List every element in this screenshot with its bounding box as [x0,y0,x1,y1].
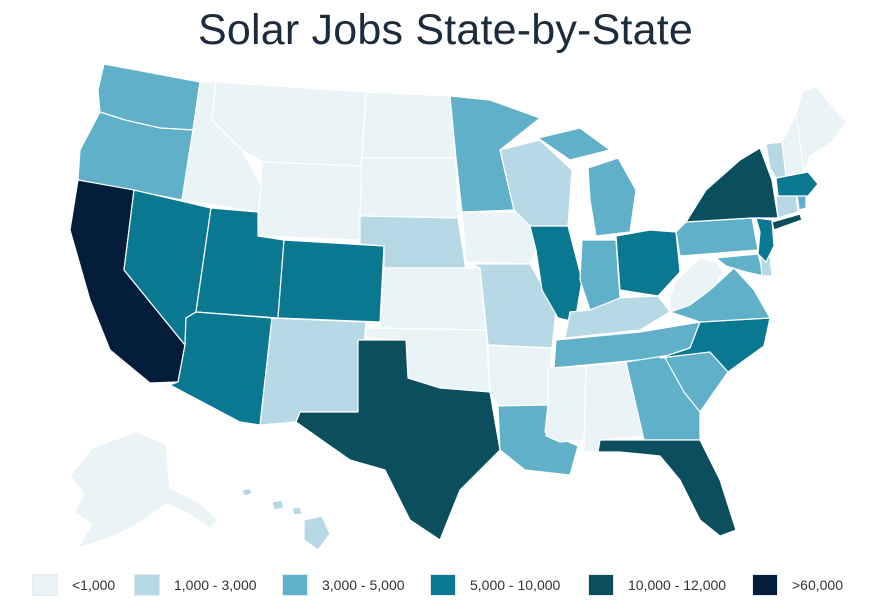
state-ks[interactable] [379,267,487,331]
state-az[interactable] [169,311,273,426]
state-md[interactable] [715,253,765,277]
state-fl[interactable] [597,439,737,537]
state-wv[interactable] [669,257,725,313]
legend-swatch [134,574,160,596]
legend-label: 1,000 - 3,000 [174,577,257,593]
state-nj[interactable] [755,217,775,263]
legend-label: <1,000 [72,577,116,593]
state-wy[interactable] [257,161,363,241]
state-ms[interactable] [545,365,587,443]
legend: <1,000 1,000 - 3,000 3,000 - 5,000 5,000… [0,570,891,600]
state-ct[interactable] [775,193,799,219]
legend-item-gt60k: >60,000 [752,570,843,600]
state-tx[interactable] [295,339,501,541]
state-ar[interactable] [487,344,553,407]
legend-swatch [32,574,58,596]
legend-swatch [430,574,456,596]
state-ak[interactable] [69,431,219,549]
state-oh[interactable] [615,229,681,297]
state-nc[interactable] [659,317,771,373]
state-me[interactable] [795,85,847,173]
legend-item-lt1k: <1,000 [32,570,115,600]
state-ma[interactable] [775,171,819,197]
legend-swatch [588,574,614,596]
state-nd[interactable] [361,91,457,159]
legend-item-1to3k: 1,000 - 3,000 [134,570,257,600]
legend-label: 3,000 - 5,000 [322,577,405,593]
legend-swatch [282,574,308,596]
legend-item-3to5k: 3,000 - 5,000 [282,570,405,600]
state-mi[interactable] [537,127,637,237]
state-vt[interactable] [765,141,787,179]
state-pa[interactable] [675,217,759,257]
legend-label: 10,000 - 12,000 [628,577,727,593]
state-in[interactable] [579,239,621,311]
legend-item-5to10k: 5,000 - 10,000 [430,570,560,600]
state-il[interactable] [529,225,583,323]
legend-swatch [752,574,778,596]
legend-item-10to12k: 10,000 - 12,000 [588,570,726,600]
state-hi[interactable] [241,487,331,551]
state-ny[interactable] [685,147,803,231]
state-sd[interactable] [359,157,459,219]
state-nm[interactable] [259,317,367,426]
map-title: Solar Jobs State-by-State [198,6,693,54]
state-co[interactable] [277,239,385,323]
state-ky[interactable] [564,295,671,339]
legend-label: >60,000 [792,577,843,593]
legend-label: 5,000 - 10,000 [470,577,561,593]
